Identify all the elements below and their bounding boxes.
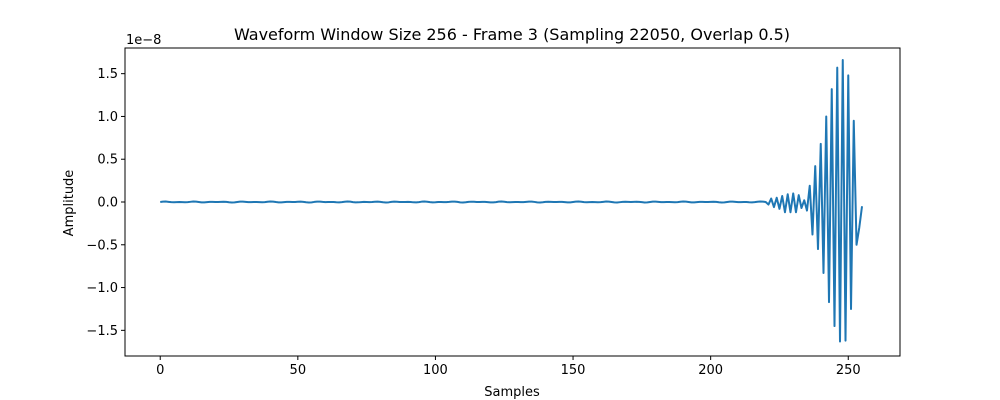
y-axis: −1.5 −1.0 −0.5 0.0 0.5 1.0 1.5 bbox=[86, 67, 125, 339]
y-axis-label: Amplitude bbox=[62, 170, 77, 237]
waveform-line bbox=[160, 58, 864, 343]
x-tick-label: 50 bbox=[290, 363, 307, 378]
chart-title: Waveform Window Size 256 - Frame 3 (Samp… bbox=[234, 25, 790, 44]
y-tick-label: −0.5 bbox=[86, 238, 118, 253]
x-axis: 0 50 100 150 200 250 bbox=[156, 356, 861, 378]
x-tick-label: 0 bbox=[156, 363, 164, 378]
y-tick-label: 1.0 bbox=[97, 110, 118, 125]
y-tick-label: −1.0 bbox=[86, 281, 118, 296]
plot-area bbox=[160, 58, 864, 343]
y-tick-label: 0.0 bbox=[97, 196, 118, 211]
x-tick-label: 250 bbox=[836, 363, 861, 378]
y-tick-label: 1.5 bbox=[97, 67, 118, 82]
x-axis-label: Samples bbox=[484, 385, 540, 400]
y-tick-label: 0.5 bbox=[97, 153, 118, 168]
x-tick-label: 150 bbox=[561, 363, 586, 378]
y-offset-text: 1e−8 bbox=[126, 33, 161, 48]
y-tick-label: −1.5 bbox=[86, 324, 118, 339]
x-tick-label: 200 bbox=[698, 363, 723, 378]
x-tick-label: 100 bbox=[423, 363, 448, 378]
